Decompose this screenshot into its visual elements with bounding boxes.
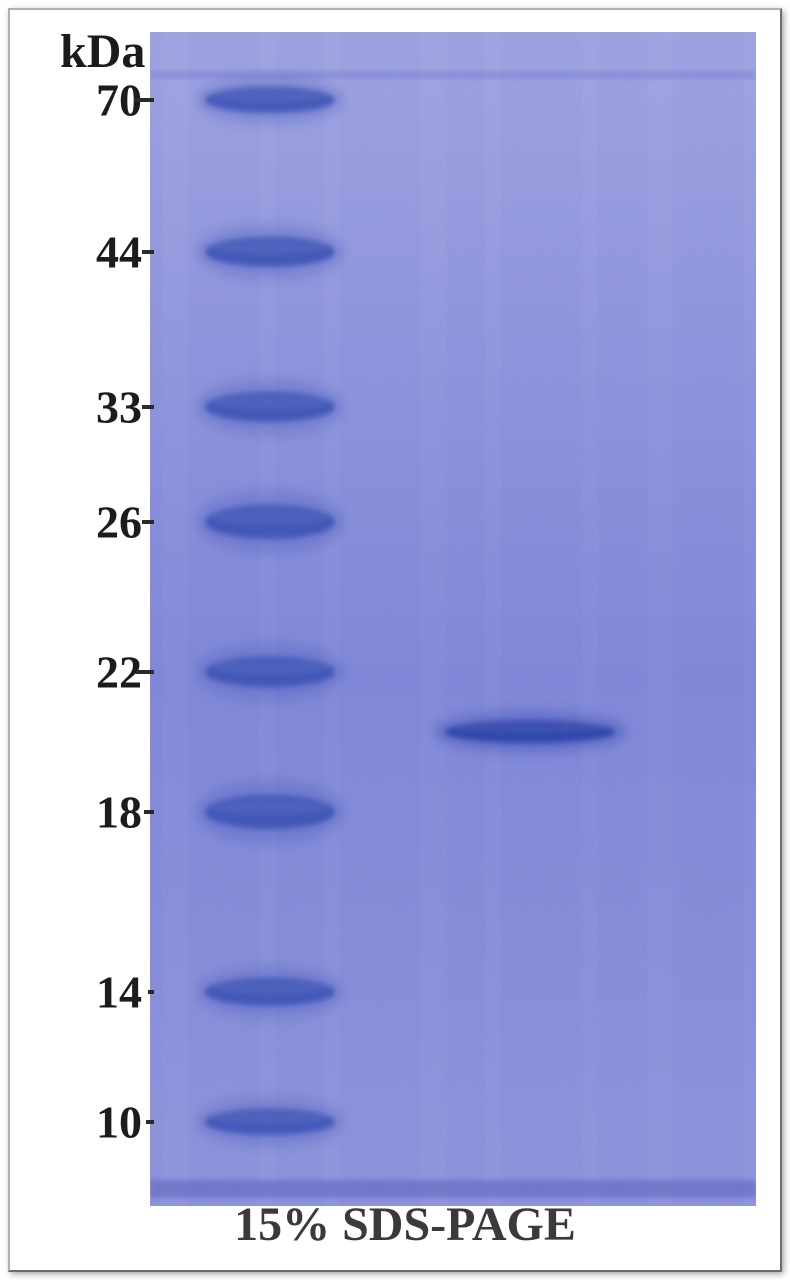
mw-tick-mark-26 bbox=[142, 520, 154, 524]
image-frame: kDa 7044332622181410 15% SDS-PAGE bbox=[8, 8, 782, 1272]
mw-tick-14: 14 bbox=[52, 966, 142, 1019]
mw-tick-26: 26 bbox=[52, 496, 142, 549]
gel-caption: 15% SDS-PAGE bbox=[10, 1197, 790, 1252]
gel-svg bbox=[150, 32, 756, 1206]
mw-tick-33: 33 bbox=[52, 381, 142, 434]
mw-tick-mark-22 bbox=[136, 670, 154, 674]
mw-tick-44: 44 bbox=[52, 226, 142, 279]
mw-tick-22: 22 bbox=[52, 646, 142, 699]
mw-tick-mark-44 bbox=[142, 250, 154, 254]
gel-image-region bbox=[150, 32, 756, 1206]
mw-tick-70: 70 bbox=[52, 74, 142, 127]
mw-tick-18: 18 bbox=[52, 786, 142, 839]
mw-tick-mark-70 bbox=[134, 98, 154, 102]
mw-tick-mark-14 bbox=[148, 990, 154, 994]
y-axis-unit-label: kDa bbox=[60, 24, 145, 79]
mw-tick-mark-33 bbox=[142, 405, 154, 409]
mw-tick-mark-10 bbox=[146, 1120, 154, 1124]
mw-tick-10: 10 bbox=[52, 1096, 142, 1149]
mw-tick-mark-18 bbox=[144, 810, 154, 814]
